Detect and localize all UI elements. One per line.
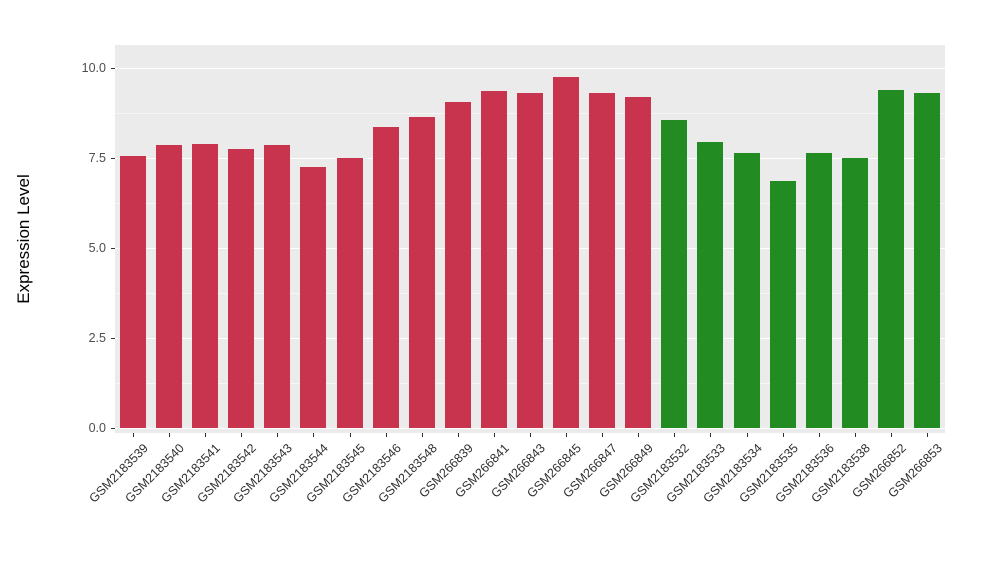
bar-GSM266845: [553, 77, 579, 428]
bar-GSM266849: [625, 96, 651, 428]
bar-GSM2183535: [770, 181, 796, 428]
gridline-major: [115, 68, 945, 69]
x-tick-mark: [530, 433, 531, 437]
bar-GSM2183542: [228, 149, 254, 428]
bar-GSM2183544: [300, 167, 326, 428]
x-tick-mark: [891, 433, 892, 437]
y-tick-mark: [111, 158, 115, 159]
bar-GSM2183540: [156, 145, 182, 428]
plot-panel: [115, 45, 945, 433]
x-tick-mark: [458, 433, 459, 437]
x-tick-mark: [638, 433, 639, 437]
bar-GSM266847: [589, 93, 615, 428]
x-tick-mark: [241, 433, 242, 437]
y-tick-label: 2.5: [88, 331, 106, 345]
bar-GSM2183538: [842, 158, 868, 428]
y-axis-title-text: Expression Level: [14, 174, 33, 304]
x-tick-mark: [819, 433, 820, 437]
bar-GSM2183548: [409, 116, 435, 428]
x-tick-mark: [710, 433, 711, 437]
bar-GSM2183533: [697, 141, 723, 428]
x-tick-mark: [422, 433, 423, 437]
x-tick-mark: [855, 433, 856, 437]
x-tick-mark: [133, 433, 134, 437]
bar-GSM2183534: [734, 152, 760, 428]
y-tick-mark: [111, 428, 115, 429]
y-tick-label: 0.0: [88, 421, 106, 435]
x-tick-mark: [386, 433, 387, 437]
y-tick-label: 5.0: [88, 241, 106, 255]
x-tick-mark: [674, 433, 675, 437]
x-tick-mark: [169, 433, 170, 437]
x-tick-mark: [566, 433, 567, 437]
x-tick-mark: [602, 433, 603, 437]
bar-GSM266843: [517, 93, 543, 428]
bar-GSM2183532: [661, 120, 687, 428]
y-tick-label: 7.5: [88, 151, 106, 165]
x-tick-mark: [494, 433, 495, 437]
y-tick-mark: [111, 68, 115, 69]
x-tick-mark: [205, 433, 206, 437]
y-tick-mark: [111, 338, 115, 339]
bar-GSM2183536: [806, 152, 832, 428]
x-tick-mark: [747, 433, 748, 437]
bar-GSM266839: [445, 102, 471, 428]
bar-GSM2183545: [337, 158, 363, 428]
x-tick-mark: [783, 433, 784, 437]
bar-GSM266853: [914, 93, 940, 428]
y-tick-label: 10.0: [81, 61, 106, 75]
bar-GSM2183546: [373, 127, 399, 428]
x-tick-mark: [927, 433, 928, 437]
gridline-major: [115, 428, 945, 429]
y-tick-mark: [111, 248, 115, 249]
bar-GSM2183541: [192, 143, 218, 428]
x-tick-mark: [313, 433, 314, 437]
bar-GSM266852: [878, 89, 904, 428]
bar-GSM2183539: [120, 156, 146, 428]
x-tick-mark: [277, 433, 278, 437]
bar-GSM2183543: [264, 145, 290, 428]
x-tick-mark: [350, 433, 351, 437]
bar-GSM266841: [481, 91, 507, 428]
